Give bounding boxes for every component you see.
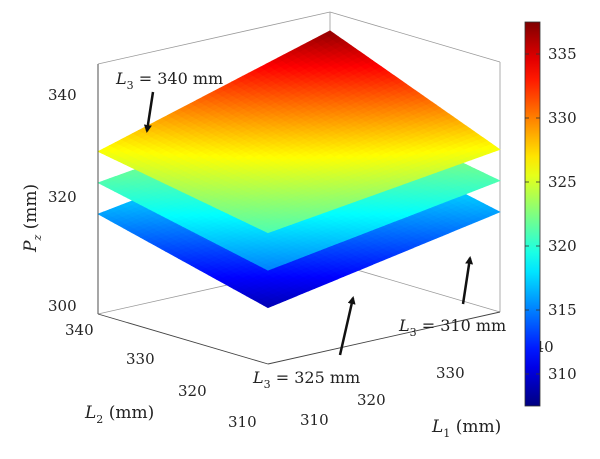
colorbar: 310 315 320 325 330 335 bbox=[524, 21, 577, 407]
colorbar-ticks: 310 315 320 325 330 335 bbox=[525, 45, 577, 383]
box-edge bbox=[97, 11, 331, 65]
plot-box-front bbox=[97, 64, 501, 365]
z-axis-label: Pz (mm) bbox=[21, 184, 44, 253]
colorbar-scale bbox=[524, 21, 541, 407]
x-tick-label: 310 bbox=[300, 411, 329, 429]
box-edge bbox=[329, 11, 501, 63]
z-tick-label: 300 bbox=[48, 297, 77, 315]
axis-line bbox=[267, 311, 501, 365]
colorbar-tick-label: 315 bbox=[548, 301, 577, 319]
colorbar-tick-label: 325 bbox=[548, 173, 577, 191]
z-axis: 300 320 340 Pz (mm) bbox=[21, 86, 77, 315]
annotation-arrow bbox=[338, 296, 356, 356]
annotation-l3-310: L3 = 310 mm bbox=[398, 256, 506, 339]
x-tick-label: 330 bbox=[436, 364, 465, 382]
svg-text:L3 = 340 mm: L3 = 340 mm bbox=[115, 69, 223, 92]
surfaces bbox=[97, 30, 501, 309]
annotation-l3-325: L3 = 325 mm bbox=[252, 296, 360, 391]
annotation-l3-340: L3 = 340 mm bbox=[115, 69, 223, 133]
annotation-arrow bbox=[143, 91, 155, 133]
svg-text:L3 = 325 mm: L3 = 325 mm bbox=[252, 368, 360, 391]
svg-text:L3 = 310 mm: L3 = 310 mm bbox=[398, 316, 506, 339]
colorbar-tick-label: 335 bbox=[548, 45, 577, 63]
y-axis: 310 320 330 340 L2 (mm) bbox=[65, 321, 257, 431]
y-tick-label: 330 bbox=[126, 350, 155, 368]
z-tick-label: 340 bbox=[48, 86, 77, 104]
y-tick-label: 340 bbox=[65, 321, 94, 339]
colorbar-tick-label: 330 bbox=[548, 109, 577, 127]
y-tick-label: 320 bbox=[178, 382, 207, 400]
x-tick-label: 320 bbox=[357, 391, 386, 409]
colorbar-tick-label: 320 bbox=[548, 237, 577, 255]
annotation-arrow bbox=[461, 256, 474, 305]
y-tick-label: 310 bbox=[228, 413, 257, 431]
axis-line bbox=[97, 313, 269, 365]
x-axis-label: L1 (mm) bbox=[431, 417, 501, 440]
surface-l3-3340 bbox=[97, 30, 501, 234]
colorbar-tick-label: 310 bbox=[548, 365, 577, 383]
x-axis: 310 320 330 340 L1 (mm) bbox=[300, 338, 554, 440]
y-axis-label: L2 (mm) bbox=[84, 403, 154, 426]
z-tick-label: 320 bbox=[48, 188, 77, 206]
